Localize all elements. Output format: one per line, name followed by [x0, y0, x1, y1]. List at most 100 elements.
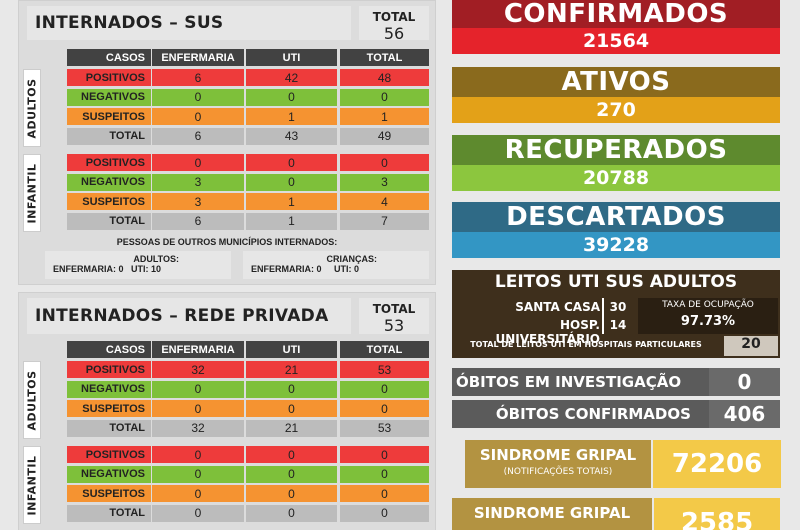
sus-others-children-label: CRIANÇAS: — [326, 254, 378, 264]
group-label: ADULTOS — [25, 369, 39, 431]
descartados-card: DESCARTADOS 39228 — [452, 202, 780, 258]
row-label: TOTAL — [67, 127, 151, 145]
ativos-label: ATIVOS — [452, 67, 780, 97]
sindrome-card-2: SINDROME GRIPAL 2585 — [452, 498, 780, 530]
cell-total: 53 — [340, 419, 429, 437]
group-adult: ADULTOS — [23, 361, 41, 439]
recuperados-value: 20788 — [452, 165, 780, 191]
row-label: POSITIVOS — [67, 446, 151, 463]
cell-total: 0 — [340, 446, 429, 463]
private-title: INTERNADOS – REDE PRIVADA — [27, 298, 351, 334]
leitos-hosp1-name: SANTA CASA — [515, 300, 600, 314]
header-total: TOTAL — [340, 341, 429, 358]
leitos-taxa-value: 97.73% — [680, 314, 736, 329]
cell-total: 0 — [340, 485, 429, 502]
sus-total-value: 56 — [383, 24, 405, 43]
cell-enf: 0 — [152, 108, 244, 125]
private-total-label: TOTAL — [372, 302, 416, 316]
row-label: NEGATIVOS — [67, 173, 151, 191]
cell-total: 0 — [340, 465, 429, 483]
row-label: NEGATIVOS — [67, 465, 151, 483]
row-label: TOTAL — [67, 419, 151, 437]
cell-uti: 0 — [246, 380, 337, 398]
cell-uti: 0 — [246, 485, 337, 502]
cell-total: 49 — [340, 127, 429, 145]
confirmados-value: 21564 — [452, 28, 780, 54]
row-label: POSITIVOS — [67, 361, 151, 378]
cell-total: 48 — [340, 69, 429, 86]
cell-enf: 32 — [152, 361, 244, 378]
cell-total: 0 — [340, 154, 429, 171]
private-total-box: TOTAL 53 — [359, 298, 429, 335]
ativos-value: 270 — [452, 97, 780, 123]
row-label: TOTAL — [67, 212, 151, 230]
recuperados-card: RECUPERADOS 20788 — [452, 135, 780, 191]
cell-uti: 1 — [246, 108, 337, 125]
cell-enf: 0 — [152, 446, 244, 463]
cell-total: 0 — [340, 504, 429, 522]
sus-title: INTERNADOS – SUS — [27, 6, 351, 40]
obitos-confirmados-label: ÓBITOS CONFIRMADOS — [495, 405, 691, 423]
group-label: INFANTIL — [25, 163, 39, 223]
cell-uti: 42 — [246, 69, 337, 86]
obitos-investigacao-value: 0 — [708, 368, 780, 396]
obitos-confirmados-value: 406 — [708, 400, 780, 428]
cell-enf: 0 — [152, 400, 244, 417]
sus-others-children-line: ENFERMARIA: 0 UTI: 0 — [251, 264, 360, 274]
cell-uti: 0 — [246, 154, 337, 171]
private-total-value: 53 — [383, 316, 405, 335]
row-label: SUSPEITOS — [67, 108, 151, 125]
cell-total: 0 — [340, 380, 429, 398]
cell-enf: 3 — [152, 173, 244, 191]
sindrome-label-box: SINDROME GRIPAL (NOTIFICAÇÕES TOTAIS) — [465, 440, 651, 488]
descartados-value: 39228 — [452, 232, 780, 258]
cell-total: 4 — [340, 193, 429, 210]
leitos-card: LEITOS UTI SUS ADULTOS SANTA CASA 30 HOS… — [452, 270, 780, 358]
sus-panel: INTERNADOS – SUS TOTAL 56 PESSOAS DE OUT… — [18, 0, 436, 285]
cell-total: 0 — [340, 88, 429, 106]
obitos-investigacao-label: ÓBITOS EM INVESTIGAÇÃO — [456, 373, 682, 391]
cell-enf: 0 — [152, 465, 244, 483]
sus-others-adults: ADULTOS: ENFERMARIA: 0 UTI: 10 — [45, 251, 231, 279]
confirmados-label: CONFIRMADOS — [452, 0, 780, 29]
sindrome-sub: (NOTIFICAÇÕES TOTAIS) — [503, 467, 613, 477]
row-label: POSITIVOS — [67, 69, 151, 86]
cell-enf: 32 — [152, 419, 244, 437]
cell-total: 0 — [340, 400, 429, 417]
cell-total: 7 — [340, 212, 429, 230]
cell-enf: 0 — [152, 88, 244, 106]
cell-uti: 1 — [246, 193, 337, 210]
sindrome-label-2: SINDROME GRIPAL — [452, 498, 652, 530]
cell-enf: 0 — [152, 154, 244, 171]
sindrome-card: SINDROME GRIPAL (NOTIFICAÇÕES TOTAIS) 72… — [465, 440, 781, 488]
leitos-hosp1-value: 30 — [609, 300, 627, 314]
cell-uti: 0 — [246, 88, 337, 106]
leitos-title: LEITOS UTI SUS ADULTOS — [494, 272, 738, 292]
cell-total: 3 — [340, 173, 429, 191]
sus-others-adults-line: ENFERMARIA: 0 UTI: 10 — [53, 264, 162, 274]
leitos-particulares-value: 20 — [724, 336, 778, 356]
cell-enf: 3 — [152, 193, 244, 210]
cell-uti: 21 — [246, 361, 337, 378]
cell-uti: 0 — [246, 465, 337, 483]
obitos-investigacao-row: ÓBITOS EM INVESTIGAÇÃO 0 — [452, 368, 780, 396]
header-enfermaria: ENFERMARIA — [152, 49, 244, 66]
leitos-taxa-label: TAXA DE OCUPAÇÃO — [662, 300, 754, 310]
cell-enf: 0 — [152, 504, 244, 522]
sus-others-adults-label: ADULTOS: — [133, 254, 179, 264]
leitos-particulares-label: TOTAL DE LEITOS UTI EM HOSPITAIS PARTICU… — [470, 340, 702, 349]
ativos-card: ATIVOS 270 — [452, 67, 780, 123]
leitos-hosp2-name: HOSP. UNIVERSITÁRIO — [495, 318, 600, 346]
cell-uti: 0 — [246, 504, 337, 522]
header-uti: UTI — [246, 49, 337, 66]
header-total: TOTAL — [340, 49, 429, 66]
row-label: TOTAL — [67, 504, 151, 522]
cell-enf: 6 — [152, 127, 244, 145]
private-panel: INTERNADOS – REDE PRIVADA TOTAL 53 CASOS… — [18, 292, 436, 530]
cell-uti: 0 — [246, 173, 337, 191]
leitos-divider — [602, 298, 604, 334]
cell-total: 1 — [340, 108, 429, 125]
group-adult: ADULTOS — [23, 69, 41, 147]
cell-uti: 0 — [246, 446, 337, 463]
confirmados-card: CONFIRMADOS 21564 — [452, 0, 780, 54]
